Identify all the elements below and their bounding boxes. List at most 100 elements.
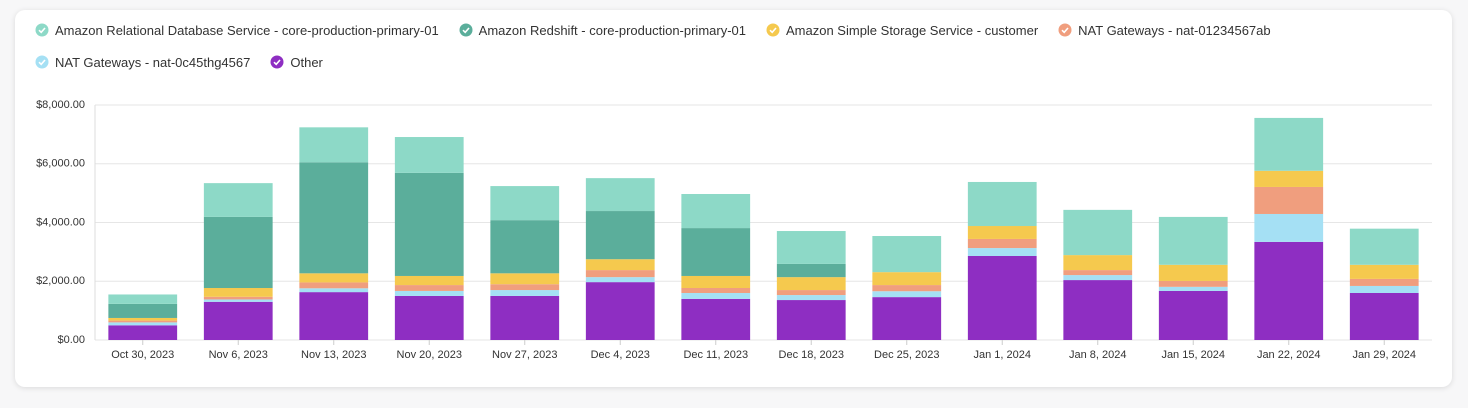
bar-segment — [776, 290, 846, 296]
x-tick-label: Dec 11, 2023 — [683, 349, 748, 361]
legend-marker — [766, 23, 780, 37]
bar-segment — [299, 162, 369, 274]
legend-item[interactable]: NAT Gateways - nat-01234567ab — [1058, 20, 1271, 40]
x-tick-label: Jan 8, 2024 — [1069, 349, 1127, 361]
bar-segment — [108, 294, 178, 304]
bar-segment — [394, 290, 464, 296]
bar-segment — [681, 298, 751, 340]
bar-segment — [108, 317, 178, 321]
bar-segment — [299, 288, 369, 293]
bar-segment — [490, 284, 560, 291]
bar-segment — [394, 295, 464, 340]
bar-segment — [1158, 280, 1228, 287]
bar-segment — [108, 320, 178, 323]
bar-segment — [585, 282, 655, 340]
legend-item[interactable]: Other — [270, 52, 323, 72]
legend-swatch — [1058, 23, 1072, 37]
y-tick-label: $8,000.00 — [36, 99, 85, 111]
legend-item[interactable]: Amazon Relational Database Service - cor… — [35, 20, 439, 40]
legend-label: Amazon Relational Database Service - cor… — [55, 22, 439, 38]
bar-segment — [872, 285, 942, 292]
bar-segment — [776, 231, 846, 264]
x-tick-label: Jan 22, 2024 — [1257, 349, 1321, 361]
bar-segment — [1158, 216, 1228, 265]
legend-label: NAT Gateways - nat-01234567ab — [1078, 22, 1271, 38]
bar-segment — [1254, 186, 1324, 214]
bar-segment — [1254, 241, 1324, 340]
bar-segment — [490, 290, 560, 296]
bar-segment — [1158, 290, 1228, 340]
bar-segment — [776, 295, 846, 301]
y-tick-label: $2,000.00 — [36, 275, 85, 287]
legend-swatch — [270, 55, 284, 69]
bar-segment — [394, 172, 464, 276]
legend-label: Amazon Redshift - core-production-primar… — [478, 22, 746, 38]
legend-swatch — [35, 23, 49, 37]
bar-segment — [776, 300, 846, 340]
bar-segment — [203, 299, 273, 302]
legend-marker — [35, 23, 49, 37]
legend-item[interactable]: Amazon Redshift - core-production-primar… — [459, 20, 746, 40]
bar-segment — [299, 282, 369, 289]
legend-swatch — [35, 55, 49, 69]
legend-label: Other — [290, 54, 323, 70]
bar-segment — [872, 297, 942, 340]
bar-segment — [1158, 286, 1228, 291]
bar-segment — [1063, 255, 1133, 271]
legend-marker — [459, 23, 473, 37]
x-tick-label: Jan 29, 2024 — [1352, 349, 1416, 361]
legend-item[interactable]: NAT Gateways - nat-0c45thg4567 — [35, 52, 250, 72]
bar-segment — [1349, 293, 1419, 340]
x-tick-label: Nov 13, 2023 — [301, 349, 366, 361]
bar-segment — [585, 270, 655, 278]
legend-check — [462, 27, 470, 34]
bar-segment — [299, 273, 369, 283]
legend-marker — [35, 55, 49, 69]
legend-check — [38, 59, 46, 66]
bar-segment — [490, 186, 560, 221]
x-tick-label: Nov 20, 2023 — [397, 349, 462, 361]
legend-check — [769, 27, 777, 34]
bar-segment — [1349, 228, 1419, 265]
bar-segment — [967, 248, 1037, 256]
x-tick-label: Nov 6, 2023 — [209, 349, 268, 361]
bar-segment — [394, 137, 464, 173]
bar-segment — [1254, 170, 1324, 187]
bar-segment — [1254, 213, 1324, 242]
bar-segment — [585, 211, 655, 260]
legend-label: NAT Gateways - nat-0c45thg4567 — [55, 54, 251, 70]
legend-check — [273, 59, 281, 66]
bar-segment — [776, 263, 846, 278]
bar-segment — [299, 127, 369, 163]
chart-card: Amazon Relational Database Service - cor… — [15, 10, 1452, 387]
bar-segment — [1158, 264, 1228, 281]
bar-segment — [1063, 270, 1133, 276]
bar-segment — [108, 303, 178, 318]
legend-item[interactable]: Amazon Simple Storage Service - customer — [766, 20, 1038, 40]
x-tick-label: Dec 18, 2023 — [779, 349, 844, 361]
bar-segment — [108, 325, 178, 340]
bar-segment — [967, 255, 1037, 340]
bar-segment — [872, 272, 942, 286]
x-tick-label: Jan 15, 2024 — [1161, 349, 1225, 361]
bar-segment — [681, 194, 751, 229]
bar-segment — [1349, 264, 1419, 279]
bar-segment — [203, 288, 273, 297]
bar-segment — [490, 295, 560, 340]
y-tick-label: $6,000.00 — [36, 158, 85, 170]
x-tick-label: Oct 30, 2023 — [111, 349, 174, 361]
bar-segment — [872, 291, 942, 298]
bar-segment — [872, 236, 942, 273]
x-tick-label: Nov 27, 2023 — [492, 349, 557, 361]
bar-segment — [299, 292, 369, 340]
bar-segment — [1349, 285, 1419, 293]
bar-segment — [967, 226, 1037, 239]
bar-segment — [585, 259, 655, 271]
y-tick-label: $0.00 — [57, 334, 85, 346]
bar-segment — [490, 273, 560, 285]
bar-segment — [203, 301, 273, 340]
bar-segment — [681, 288, 751, 293]
bar-segment — [203, 296, 273, 300]
y-tick-label: $4,000.00 — [36, 216, 85, 228]
legend-check — [38, 27, 46, 34]
